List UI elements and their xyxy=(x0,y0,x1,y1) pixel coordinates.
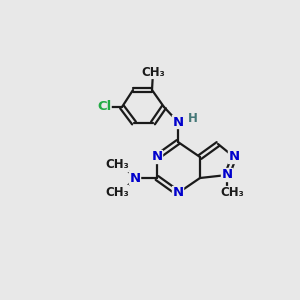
Text: N: N xyxy=(129,172,141,184)
Text: N: N xyxy=(228,151,240,164)
Text: N: N xyxy=(172,116,184,128)
Text: CH₃: CH₃ xyxy=(105,185,129,199)
Text: Cl: Cl xyxy=(97,100,111,113)
Text: N: N xyxy=(172,187,184,200)
Text: CH₃: CH₃ xyxy=(220,187,244,200)
Text: CH₃: CH₃ xyxy=(105,158,129,172)
Text: CH₃: CH₃ xyxy=(141,65,165,79)
Text: H: H xyxy=(188,112,198,124)
Text: N: N xyxy=(221,169,233,182)
Text: N: N xyxy=(152,151,163,164)
